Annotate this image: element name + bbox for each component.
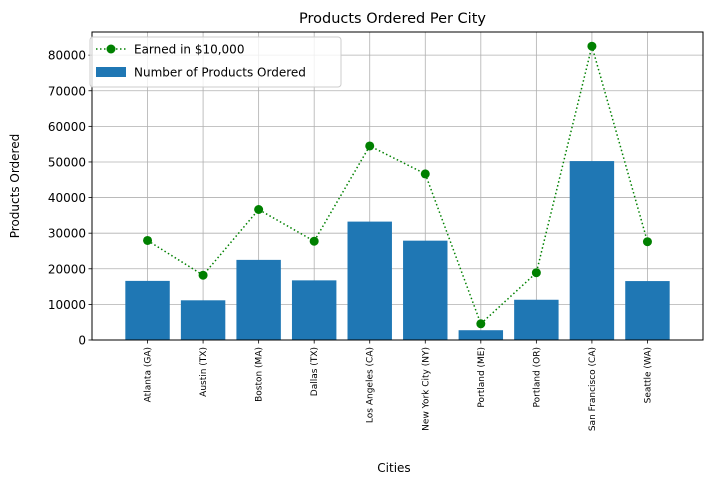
x-tick-label: Austin (TX) <box>199 347 209 397</box>
x-tick-label: Atlanta (GA) <box>144 347 154 402</box>
bar-products-ordered <box>347 221 392 340</box>
y-tick-label: 60000 <box>48 120 86 134</box>
x-tick-label: Dallas (TX) <box>310 347 320 396</box>
point-earned <box>420 169 430 179</box>
x-tick-label: Portland (ME) <box>477 347 487 408</box>
x-axis-title: Cities <box>377 461 410 475</box>
bar-products-ordered <box>514 299 559 340</box>
x-tick-label: Seattle (WA) <box>643 347 653 403</box>
x-tick-label: San Francisco (CA) <box>588 347 598 431</box>
chart-title: Products Ordered Per City <box>299 11 486 27</box>
point-earned <box>309 236 319 246</box>
point-earned <box>254 205 264 215</box>
bar-products-ordered <box>180 300 226 340</box>
x-tick-label: Portland (OR) <box>532 347 542 408</box>
x-tick-label: Boston (MA) <box>255 347 265 402</box>
point-earned <box>587 41 597 51</box>
y-axis-title: Products Ordered <box>8 134 22 238</box>
point-earned <box>476 319 486 329</box>
x-tick-label: New York City (NY) <box>421 347 431 431</box>
bar-products-ordered <box>625 281 670 340</box>
legend-label-earned: Earned in $10,000 <box>134 43 244 57</box>
legend: Earned in $10,000 Number of Products Ord… <box>89 36 342 88</box>
legend-marker-swatch <box>106 44 116 54</box>
bar-products-ordered <box>236 259 281 340</box>
y-tick-label: 70000 <box>48 84 86 98</box>
x-axis-ticks: Atlanta (GA) Austin (TX) Boston (MA) Dallas… <box>144 340 653 431</box>
point-earned <box>143 235 153 245</box>
y-tick-label: 20000 <box>48 262 86 276</box>
line-layer <box>143 41 652 329</box>
point-earned <box>365 141 375 151</box>
bar-products-ordered <box>403 240 448 340</box>
legend-bar-swatch <box>96 67 126 77</box>
x-tick-label: Los Angeles (CA) <box>366 347 376 423</box>
bar-products-ordered <box>291 280 337 340</box>
y-tick-label: 0 <box>78 334 86 348</box>
point-earned <box>642 237 652 247</box>
bar-products-ordered <box>569 161 615 340</box>
y-axis-ticks: 0 10000 20000 30000 40000 50000 60000 70000 8000… <box>48 49 92 348</box>
y-tick-label: 30000 <box>48 227 86 241</box>
y-tick-label: 40000 <box>48 191 86 205</box>
line-earned <box>147 43 649 326</box>
point-earned <box>198 270 208 280</box>
bar-products-ordered <box>458 330 504 340</box>
bar-products-ordered <box>125 280 170 340</box>
point-earned <box>531 268 541 278</box>
plot-frame <box>91 31 704 341</box>
y-tick-label: 50000 <box>48 155 86 169</box>
bars-layer <box>125 161 670 340</box>
legend-label-products: Number of Products Ordered <box>134 66 306 80</box>
y-tick-label: 80000 <box>48 49 86 63</box>
legend-box <box>89 36 342 88</box>
y-tick-label: 10000 <box>48 298 86 312</box>
